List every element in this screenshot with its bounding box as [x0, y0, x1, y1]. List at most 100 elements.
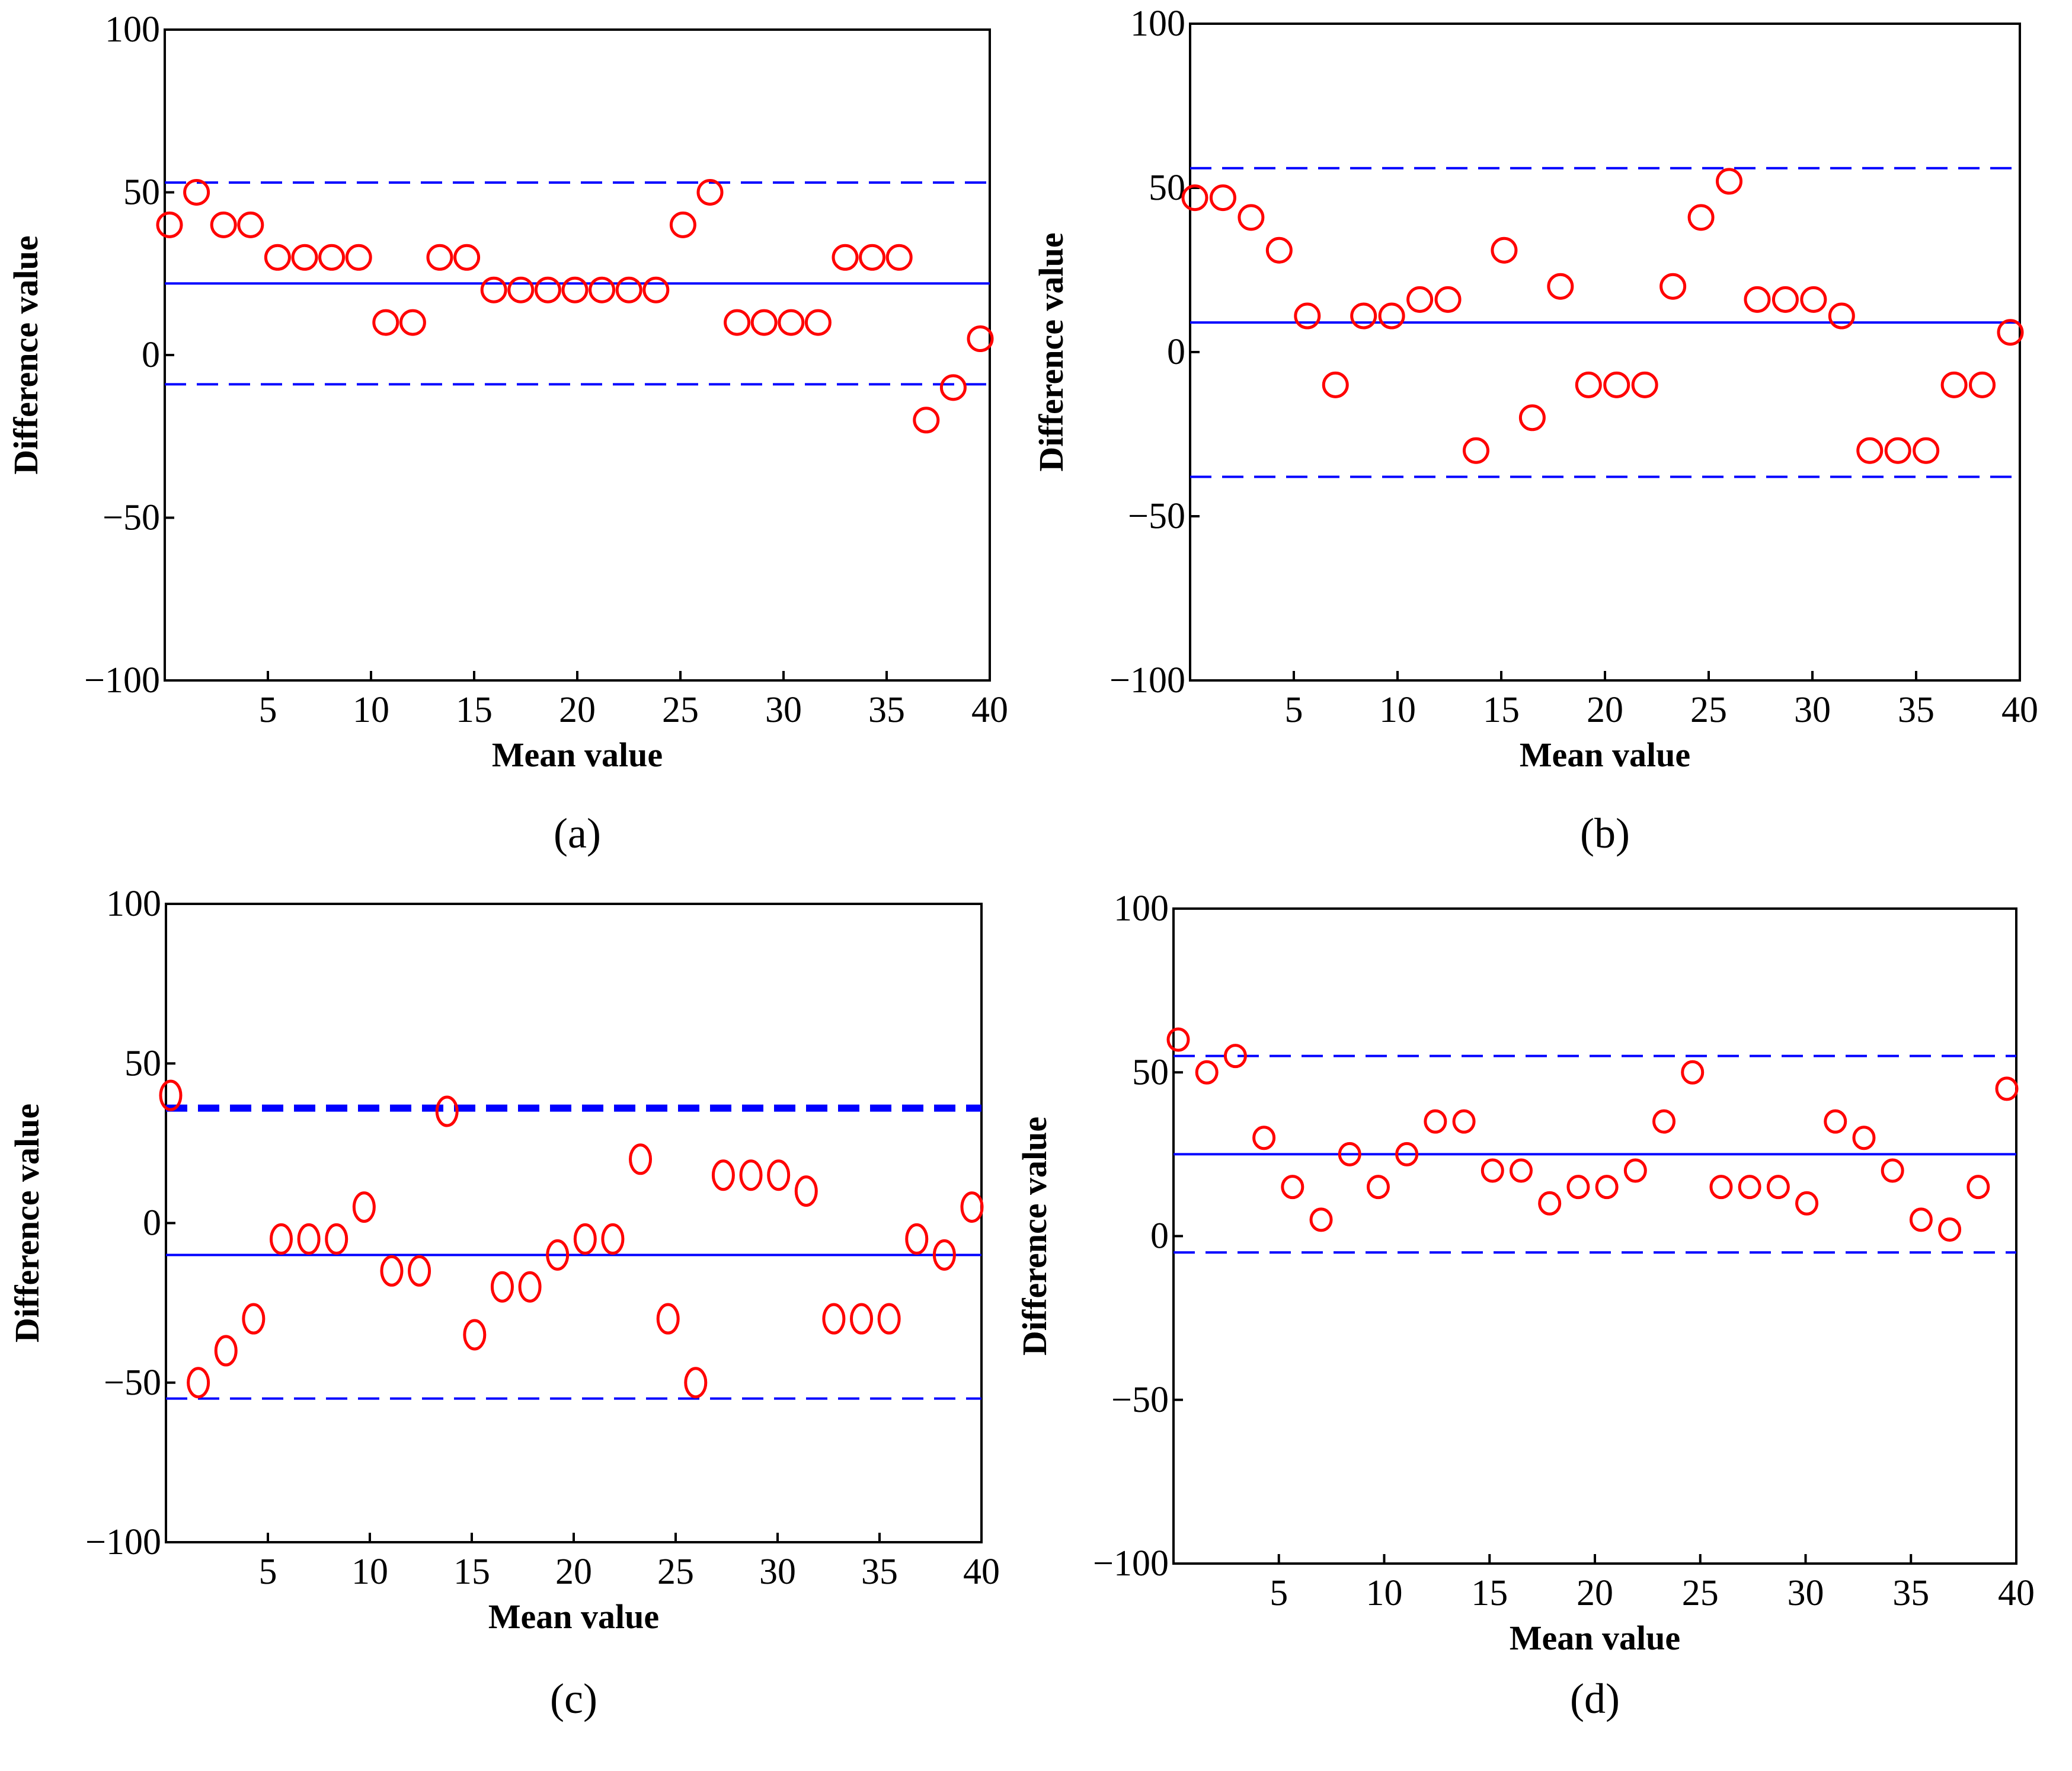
data-point	[778, 309, 805, 336]
data-point	[1967, 1175, 1990, 1200]
data-point	[1566, 1175, 1590, 1200]
x-tick-label: 30	[1788, 1573, 1824, 1613]
data-point	[1795, 1191, 1819, 1216]
data-point	[885, 244, 913, 271]
y-tick-label: −100	[1093, 1543, 1169, 1584]
data-point	[1265, 236, 1293, 264]
data-point	[1547, 273, 1574, 300]
data-point	[156, 211, 183, 238]
x-axis-label: Mean value	[1520, 736, 1690, 774]
data-point	[242, 1303, 266, 1335]
data-point	[932, 1239, 956, 1271]
data-point	[325, 1223, 348, 1255]
x-tick-label: 30	[765, 690, 802, 730]
data-point	[1452, 1109, 1476, 1134]
x-tick-label: 25	[662, 690, 699, 730]
x-tick-label: 35	[1898, 690, 1934, 730]
y-tick-label: −100	[85, 1522, 161, 1562]
data-point	[960, 1191, 984, 1223]
x-tick-label: 15	[453, 1552, 490, 1592]
y-tick-label: −100	[84, 660, 160, 701]
data-point	[1716, 168, 1743, 195]
data-point	[905, 1223, 929, 1255]
data-point	[1209, 184, 1236, 212]
x-tick-label: 40	[971, 690, 1008, 730]
data-point	[507, 276, 535, 303]
x-tick-label: 5	[1285, 690, 1303, 730]
data-point	[1406, 286, 1434, 313]
data-point	[1997, 319, 2024, 346]
data-point	[372, 309, 399, 336]
data-point	[1800, 286, 1827, 313]
data-point	[1824, 1109, 1847, 1134]
data-point	[877, 1303, 901, 1335]
data-point	[1538, 1191, 1562, 1216]
data-point	[656, 1303, 680, 1335]
x-tick-label: 25	[657, 1552, 694, 1592]
x-tick-label: 10	[351, 1552, 388, 1592]
data-point	[435, 1095, 459, 1127]
x-tick-label: 20	[1587, 690, 1623, 730]
data-point	[1366, 1175, 1390, 1200]
y-axis-label: Difference value	[1032, 232, 1070, 471]
data-point	[1828, 302, 1855, 330]
panel-label: (c)	[550, 1675, 597, 1722]
data-point	[1462, 437, 1489, 464]
x-tick-label: 10	[353, 690, 389, 730]
plot-frame	[1189, 23, 2021, 682]
data-point	[1238, 204, 1265, 231]
x-tick-label: 20	[555, 1552, 592, 1592]
y-axis-label: Difference value	[1015, 1117, 1054, 1356]
data-point	[1595, 1175, 1619, 1200]
data-point	[642, 276, 670, 303]
data-point	[1603, 371, 1630, 398]
data-point	[1181, 184, 1208, 212]
x-tick-label: 40	[2001, 690, 2038, 730]
x-tick-label: 35	[861, 1552, 898, 1592]
panel-label: (d)	[1570, 1675, 1620, 1722]
data-point	[1772, 286, 1799, 313]
y-tick-label: 50	[124, 1043, 161, 1083]
data-point	[463, 1319, 487, 1351]
data-point	[210, 211, 237, 238]
data-point	[380, 1255, 404, 1287]
x-axis-label: Mean value	[1510, 1619, 1680, 1657]
data-point	[1652, 1109, 1676, 1134]
x-tick-label: 25	[1690, 690, 1727, 730]
data-point	[534, 276, 561, 303]
data-point	[183, 179, 210, 206]
data-point	[794, 1175, 818, 1207]
x-tick-label: 20	[559, 690, 596, 730]
data-point	[159, 1079, 183, 1111]
y-tick-label: 0	[142, 335, 160, 375]
y-axis-label: Difference value	[8, 1104, 46, 1342]
data-point	[318, 244, 346, 271]
data-point	[850, 1303, 874, 1335]
data-point	[711, 1159, 735, 1191]
data-point	[739, 1159, 763, 1191]
data-point	[490, 1271, 514, 1303]
data-point	[913, 407, 940, 434]
x-tick-label: 40	[1998, 1573, 2035, 1613]
y-tick-label: 50	[1149, 168, 1185, 208]
data-point	[480, 276, 507, 303]
data-point	[1575, 371, 1602, 398]
data-point	[187, 1367, 210, 1399]
data-point	[1424, 1109, 1447, 1134]
panel-label: (a)	[554, 810, 601, 857]
data-point	[629, 1143, 653, 1175]
y-tick-label: −50	[104, 1363, 161, 1403]
data-point	[589, 276, 616, 303]
data-point	[767, 1159, 791, 1191]
y-tick-label: 50	[1132, 1052, 1169, 1092]
data-point	[426, 244, 453, 271]
y-tick-label: 100	[105, 9, 160, 50]
data-point	[1395, 1142, 1419, 1166]
data-point	[1913, 437, 1940, 464]
data-point	[1709, 1175, 1733, 1200]
data-point	[1350, 302, 1377, 330]
x-tick-label: 35	[1892, 1573, 1929, 1613]
data-point	[352, 1191, 376, 1223]
data-point	[1509, 1158, 1533, 1183]
data-point	[724, 309, 751, 336]
